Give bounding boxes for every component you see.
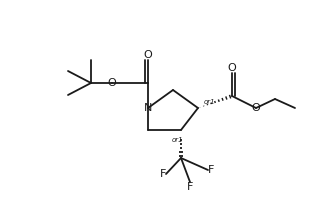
Text: F: F: [187, 182, 193, 192]
Text: O: O: [143, 50, 152, 60]
Text: O: O: [252, 103, 260, 113]
Text: or1: or1: [172, 137, 184, 143]
Text: F: F: [208, 165, 214, 175]
Text: or1: or1: [204, 99, 216, 105]
Text: O: O: [108, 78, 116, 88]
Text: F: F: [160, 169, 166, 179]
Text: N: N: [144, 103, 152, 113]
Text: O: O: [227, 63, 236, 73]
